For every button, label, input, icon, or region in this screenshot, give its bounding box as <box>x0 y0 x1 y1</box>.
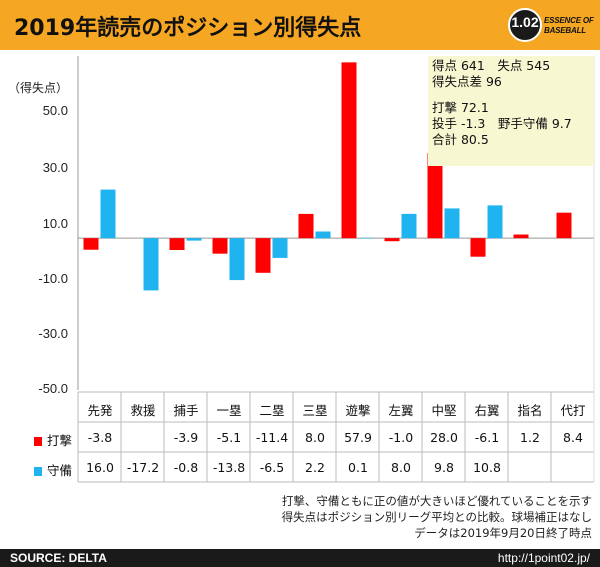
legend-label-fielding: 守備 <box>47 463 73 478</box>
essence-of-baseball-logo: 1.02 ESSENCE OF BASEBALL <box>508 6 596 44</box>
y-tick-label: 10.0 <box>42 216 68 231</box>
y-tick-label: -10.0 <box>38 271 68 286</box>
summary-total: 合計 80.5 <box>432 132 489 147</box>
bar-batting <box>341 62 357 239</box>
data-label-fielding: 9.8 <box>434 460 454 475</box>
x-category-label: 三塁 <box>302 403 328 418</box>
data-label-fielding: 16.0 <box>86 460 114 475</box>
x-category-label: 先発 <box>87 403 113 418</box>
bar-fielding <box>143 238 159 291</box>
data-label-batting: 8.4 <box>563 430 583 445</box>
bar-batting <box>212 238 228 254</box>
footer-bar: SOURCE: DELTA http://1point02.jp/ <box>0 549 600 567</box>
bar-fielding <box>444 208 460 239</box>
x-category-label: 指名 <box>517 403 543 418</box>
summary-pitching-fielding: 投手 -1.3 野手守備 9.7 <box>432 116 572 131</box>
bar-fielding <box>487 205 503 239</box>
summary-box: 得点 641 失点 545 得失点差 96 打撃 72.1 投手 -1.3 野手… <box>428 56 594 166</box>
x-category-label: 中堅 <box>431 403 457 418</box>
bar-fielding <box>358 237 374 239</box>
bar-fielding <box>401 213 417 239</box>
x-category-label: 二塁 <box>259 403 285 418</box>
x-category-label: 救援 <box>130 403 156 418</box>
legend-swatch-fielding <box>34 467 42 476</box>
data-label-batting: 1.2 <box>520 430 540 445</box>
y-axis-label: （得失点） <box>8 81 69 95</box>
bar-batting <box>298 213 314 239</box>
y-tick-label: 30.0 <box>42 160 68 175</box>
data-label-batting: -6.1 <box>474 430 500 445</box>
bar-fielding <box>229 238 245 281</box>
x-category-label: 捕手 <box>173 403 199 418</box>
data-label-fielding: 10.8 <box>473 460 501 475</box>
x-category-label: 左翼 <box>388 403 414 418</box>
data-label-batting: -3.8 <box>87 430 113 445</box>
bar-batting <box>427 153 443 239</box>
bar-batting <box>556 212 572 239</box>
bar-batting <box>470 238 486 257</box>
logo-circle <box>508 8 542 42</box>
summary-run-diff: 得失点差 96 <box>432 74 502 89</box>
summary-batting: 打撃 72.1 <box>432 100 489 115</box>
legend-swatch-batting <box>34 437 42 446</box>
data-label-fielding: 8.0 <box>391 460 411 475</box>
data-label-batting: -1.0 <box>388 430 414 445</box>
note-line: データは2019年9月20日終了時点 <box>414 526 592 540</box>
summary-runs: 得点 641 失点 545 <box>432 58 551 73</box>
logo-number: 1.02 <box>511 14 539 30</box>
data-label-batting: 8.0 <box>305 430 325 445</box>
data-label-batting: 57.9 <box>344 430 372 445</box>
note-line: 打撃、守備ともに正の値が大きいほど優れていることを示す <box>281 494 592 508</box>
data-table: 打撃 守備 先発 -3.8 16.0 救援 -17.2 捕手 -3.9 -0.8 一塁 -5.1-… <box>34 392 594 486</box>
chart-title: 2019年読売のポジション別得失点 <box>14 16 362 41</box>
source-url: http://1point02.jp/ <box>497 551 590 565</box>
bar-batting <box>384 238 400 242</box>
x-category-label: 右翼 <box>474 403 500 418</box>
x-category-label: 遊撃 <box>345 403 371 418</box>
bar-fielding <box>100 189 116 239</box>
note-line: 得失点はポジション別リーグ平均との比較。球場補正はなし <box>281 510 592 524</box>
bar-fielding <box>272 238 288 258</box>
data-label-batting: -11.4 <box>255 430 289 445</box>
y-tick-label: -30.0 <box>38 326 68 341</box>
bar-fielding <box>315 231 331 239</box>
bar-batting <box>169 238 185 251</box>
source-label: SOURCE: DELTA <box>10 551 107 565</box>
legend-fielding: 守備 <box>34 460 75 479</box>
data-label-fielding: 2.2 <box>305 460 325 475</box>
header-bar: 2019年読売のポジション別得失点 1.02 ESSENCE OF BASEBA… <box>0 0 600 50</box>
bar-batting <box>513 234 529 239</box>
data-label-fielding: -0.8 <box>173 460 199 475</box>
legend-batting: 打撃 <box>34 430 75 449</box>
data-label-batting: 28.0 <box>430 430 458 445</box>
logo-text-line2: BASEBALL <box>544 26 586 35</box>
bar-batting <box>83 238 99 250</box>
x-category-label: 代打 <box>560 403 586 418</box>
data-label-fielding: -13.8 <box>212 460 246 475</box>
data-label-batting: -5.1 <box>216 430 242 445</box>
bar-batting <box>255 238 271 273</box>
data-label-batting: -3.9 <box>173 430 199 445</box>
data-label-fielding: -17.2 <box>126 460 160 475</box>
logo-text-line1: ESSENCE OF <box>544 16 594 25</box>
data-label-fielding: -6.5 <box>259 460 285 475</box>
data-label-fielding: 0.1 <box>348 460 368 475</box>
y-tick-label: -50.0 <box>38 381 68 396</box>
y-tick-label: 50.0 <box>42 103 68 118</box>
bar-fielding <box>186 238 202 241</box>
x-category-label: 一塁 <box>216 403 242 418</box>
legend-label-batting: 打撃 <box>47 433 73 448</box>
